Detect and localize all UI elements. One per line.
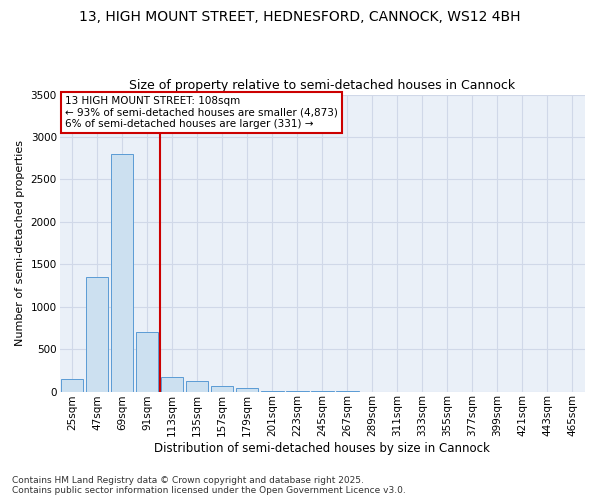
Bar (61, 379, 83, 392)
Title: Size of property relative to semi-detached houses in Cannock: Size of property relative to semi-detach… (129, 79, 515, 92)
Bar (111, 154, 133, 392)
Bar (186, 382, 208, 392)
Bar (136, 332, 158, 392)
Y-axis label: Number of semi-detached properties: Number of semi-detached properties (15, 140, 25, 346)
Text: 13 HIGH MOUNT STREET: 108sqm
← 93% of semi-detached houses are smaller (4,873)
6: 13 HIGH MOUNT STREET: 108sqm ← 93% of se… (65, 96, 338, 129)
Text: Contains HM Land Registry data © Crown copyright and database right 2025.
Contai: Contains HM Land Registry data © Crown c… (12, 476, 406, 495)
Bar (236, 388, 259, 392)
X-axis label: Distribution of semi-detached houses by size in Cannock: Distribution of semi-detached houses by … (154, 442, 490, 455)
Bar (161, 376, 184, 392)
Text: 13, HIGH MOUNT STREET, HEDNESFORD, CANNOCK, WS12 4BH: 13, HIGH MOUNT STREET, HEDNESFORD, CANNO… (79, 10, 521, 24)
Bar (86, 277, 109, 392)
Bar (211, 386, 233, 392)
